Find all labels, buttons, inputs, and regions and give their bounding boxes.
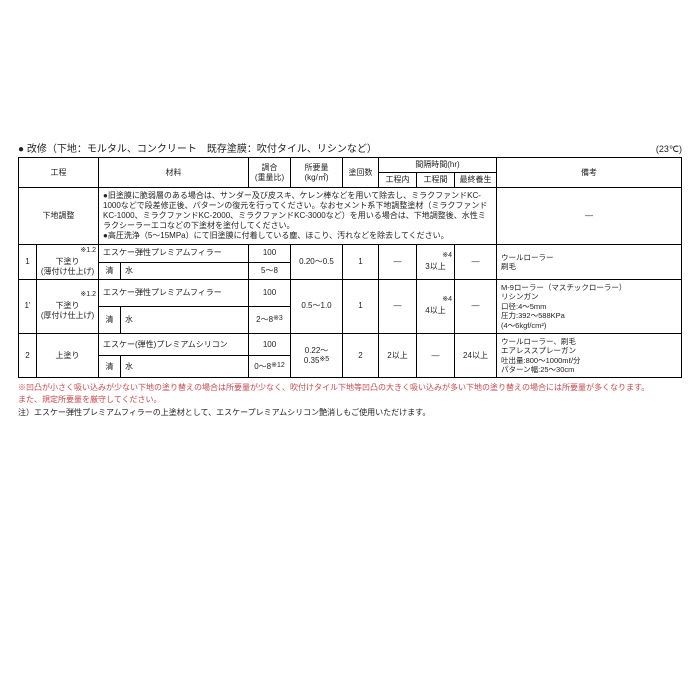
r1-saishuu: — [455,245,497,280]
r1p-mat2: 水 [121,306,249,333]
r1-kan-sup: ※4 [442,252,452,259]
r1-kaisuu: 1 [343,245,379,280]
r2-ratio2-t: 0〜8 [254,362,271,371]
h-chougou: 調合(重量比) [249,158,291,188]
h-kankaku: 間隔時間(hr) [379,158,497,173]
r2-kaisuu: 2 [343,333,379,378]
r2-ratio2: 0〜8※12 [249,356,291,378]
r1p-kan: ※4 4以上 [417,280,455,334]
r1p-ratio2-t: 2〜8 [256,315,273,324]
r1-mat2l: 清 [99,262,121,280]
prep-text: ●旧塗膜に脆弱層のある場合は、サンダー及び皮スキ、ケレン棒などを用いて除去し、ミ… [99,188,497,245]
r2-mat2l: 清 [99,356,121,378]
r1p-saishuu: — [455,280,497,334]
r2-bikou: ウールローラー、刷毛エアレススプレーガン吐出量:800〜1000mℓ/分パターン… [497,333,682,378]
r1-mat2: 水 [121,262,249,280]
prep-bikou: — [497,188,682,245]
r1-ratio1: 100 [249,245,291,263]
r2-koutei: 上塗り [37,333,99,378]
r2-kan: — [417,333,455,378]
r1p-bikou: M-9ローラー（マスチックローラー）リシンガン口径:4〜5mm圧力:392〜58… [497,280,682,334]
r1-mat1: エスケー弾性プレミアムフィラー [99,245,249,263]
r2-usage: 0.22〜0.35※5 [291,333,343,378]
r1p-num: 1' [19,280,37,334]
r1-koutei: ※1.2 下塗り(薄付け仕上げ) [37,245,99,280]
r1-nai: — [379,245,417,280]
r1p-ratio2-sup: ※3 [273,315,283,322]
r1p-ratio1: 100 [249,280,291,307]
r1p-koutei: ※1.2 下塗り(厚付け仕上げ) [37,280,99,334]
r2-ratio1: 100 [249,333,291,355]
r1-bikou: ウールローラー刷毛 [497,245,682,280]
temp-label: (23℃) [656,144,682,155]
r1-kan: ※4 3以上 [417,245,455,280]
row-1a: 1 ※1.2 下塗り(薄付け仕上げ) エスケー弾性プレミアムフィラー 100 0… [19,245,682,263]
prep-label: 下地調整 [19,188,99,245]
h-kan: 工程間 [417,173,455,188]
r1-sup: ※1.2 [80,247,96,254]
h-zairyou: 材料 [99,158,249,188]
h-bikou: 備考 [497,158,682,188]
r1-usage: 0.20〜0.5 [291,245,343,280]
r1p-kaisuu: 1 [343,280,379,334]
r2-mat2: 水 [121,356,249,378]
r2-ratio2-sup: ※12 [271,362,285,369]
spec-table: 工程 材料 調合(重量比) 所要量(kg/㎡) 塗回数 間隔時間(hr) 備考 … [18,157,682,378]
r1-num: 1 [19,245,37,280]
r1p-kan-t: 4以上 [425,306,445,315]
r1p-usage: 0.5〜1.0 [291,280,343,334]
r1p-sup: ※1.2 [80,291,96,298]
h-nai: 工程内 [379,173,417,188]
r1p-mat1: エスケー弾性プレミアムフィラー [99,280,249,307]
h-koutei: 工程 [19,158,99,188]
footnote-red: ※凹凸が小さく吸い込みが少ない下地の塗り替えの場合は所要量が少なく、吹付けタイル… [18,382,682,404]
r1-koutei-t: 下塗り(薄付け仕上げ) [41,257,94,276]
h-shoyou: 所要量(kg/㎡) [291,158,343,188]
r2-usage-sup: ※5 [319,356,329,363]
r2-nai: 2以上 [379,333,417,378]
header-row-1: 工程 材料 調合(重量比) 所要量(kg/㎡) 塗回数 間隔時間(hr) 備考 [19,158,682,173]
r2-mat1: エスケー(弾性)プレミアムシリコン [99,333,249,355]
table-title: ● 改修（下地：モルタル、コンクリート 既存塗膜：吹付タイル、リシンなど） [18,140,377,155]
r2-saishuu: 24以上 [455,333,497,378]
r1-kan-t: 3以上 [425,262,445,271]
prep-row: 下地調整 ●旧塗膜に脆弱層のある場合は、サンダー及び皮スキ、ケレン棒などを用いて… [19,188,682,245]
footnote-note: 注）エスケー弾性プレミアムフィラーの上塗材として、エスケープレミアムシリコン艶消… [18,407,682,418]
r2-num: 2 [19,333,37,378]
r1p-koutei-t: 下塗り(厚付け仕上げ) [41,301,94,320]
r1p-mat2l: 清 [99,306,121,333]
h-kaisuu: 塗回数 [343,158,379,188]
r1p-nai: — [379,280,417,334]
h-saishuu: 最終養生 [455,173,497,188]
row-1pa: 1' ※1.2 下塗り(厚付け仕上げ) エスケー弾性プレミアムフィラー 100 … [19,280,682,307]
r1p-kan-sup: ※4 [442,296,452,303]
r1p-ratio2: 2〜8※3 [249,306,291,333]
r1-ratio2: 5〜8 [249,262,291,280]
row-2a: 2 上塗り エスケー(弾性)プレミアムシリコン 100 0.22〜0.35※5 … [19,333,682,355]
